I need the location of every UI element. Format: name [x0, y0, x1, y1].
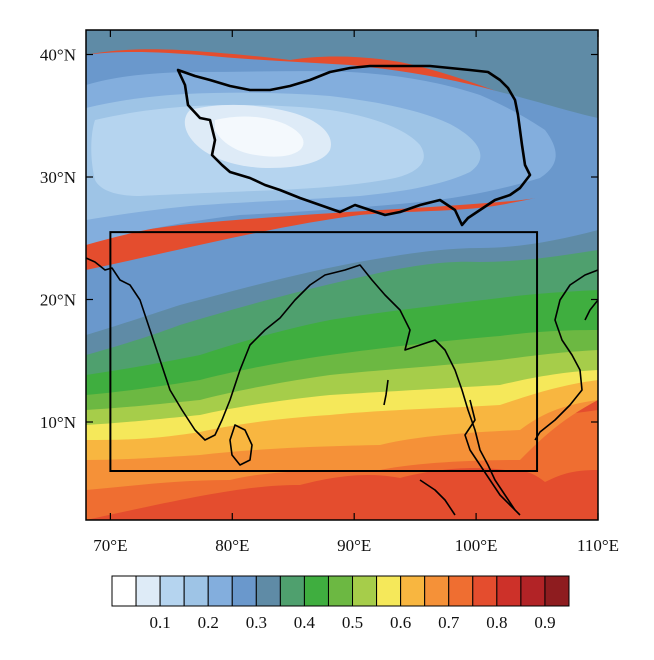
band-0.50 [86, 275, 598, 395]
colorbar-swatch [544, 575, 570, 607]
coastline [86, 64, 598, 516]
colorbar-swatch [376, 575, 402, 607]
colorbar-label: 0.7 [438, 613, 460, 632]
colorbar-swatch [520, 575, 546, 607]
band-0.30-north [86, 30, 598, 120]
band-0.00 [215, 116, 304, 157]
colorbar-swatch [448, 575, 474, 607]
colorbar-swatch [352, 575, 378, 607]
colorbar-swatch [327, 575, 354, 607]
colorbar-label: 0.3 [246, 613, 267, 632]
band-0.45 [86, 240, 598, 375]
colorbar-swatch [183, 575, 209, 607]
colorbar-swatch [207, 575, 233, 607]
colorbar-swatch [472, 575, 498, 607]
malay-peninsula [464, 399, 521, 516]
x-tick-label: 90°E [337, 536, 371, 555]
sri-lanka [229, 424, 253, 466]
x-tick-label: 70°E [93, 536, 127, 555]
domain-box [109, 231, 539, 472]
colorbar-swatch [159, 575, 185, 607]
colorbar-label: 0.5 [342, 613, 363, 632]
x-tick-label: 110°E [577, 536, 619, 555]
colorbar-swatch [111, 575, 137, 607]
y-tick-label: 30°N [40, 168, 76, 187]
sumatra-tip [419, 479, 456, 516]
band-0.40 [86, 222, 598, 355]
colorbar-label: 0.9 [534, 613, 555, 632]
band-0.35 [86, 180, 598, 335]
colorbar-swatch [279, 575, 305, 607]
x-tick-label: 100°E [455, 536, 498, 555]
colorbar-label: 0.8 [486, 613, 507, 632]
y-tick-label: 40°N [40, 46, 76, 65]
colorbar-swatch [400, 575, 426, 607]
colorbar-swatch [135, 575, 161, 607]
band-0.60 [86, 345, 598, 425]
india-coast [86, 257, 516, 511]
colorbar-label: 0.2 [198, 613, 219, 632]
y-tick-label: 20°N [40, 291, 76, 310]
tibet-plateau-outline [176, 64, 532, 227]
colorbar-label: 0.6 [390, 613, 411, 632]
southeast-asia-coast [534, 269, 598, 441]
colorbar-swatch [303, 575, 329, 607]
x-tick-label: 80°E [215, 536, 249, 555]
plot-frame [85, 29, 599, 521]
colorbar-swatch [231, 575, 257, 607]
x-axis-ticks: 70°E 80°E 90°E 100°E 110°E [93, 30, 619, 555]
colorbar-swatch [424, 575, 450, 607]
y-tick-label: 10°N [40, 413, 76, 432]
contour-field [86, 30, 598, 520]
colorbar-swatch [255, 575, 281, 607]
colorbar-label: 0.1 [149, 613, 170, 632]
band-0.55 [86, 320, 598, 410]
colorbar: 0.1 0.2 0.3 0.4 0.5 0.6 0.7 0.8 0.9 [111, 575, 570, 632]
y-axis-ticks: 10°N 20°N 30°N 40°N [40, 46, 598, 432]
colorbar-label: 0.4 [294, 613, 316, 632]
andaman-island [383, 379, 389, 406]
colorbar-swatch [496, 575, 522, 607]
